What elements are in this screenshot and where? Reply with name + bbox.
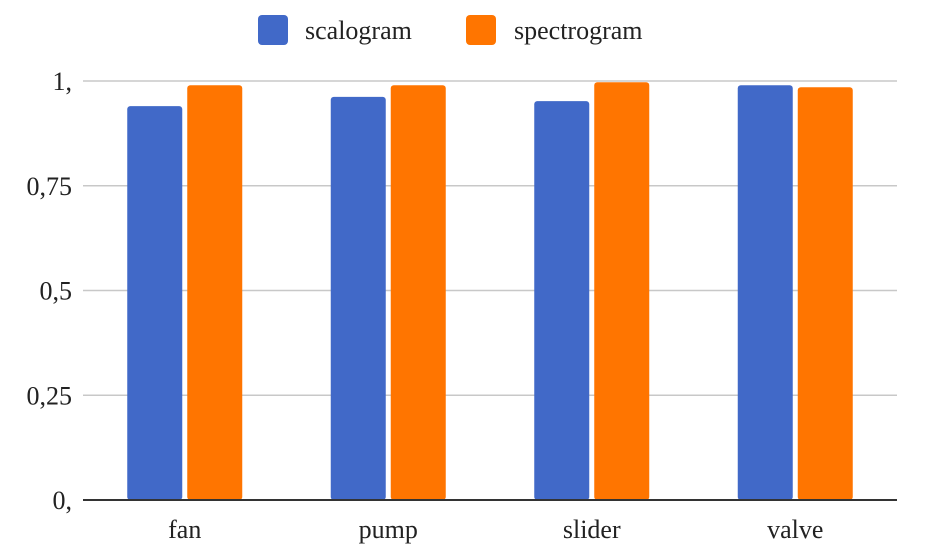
y-tick-label: 1, [53,67,73,96]
y-tick-label: 0,5 [40,277,73,306]
y-axis-tick-labels: 0, 0,25 0,5 0,75 1, [27,67,73,515]
bar-scalogram-slider [534,101,590,500]
x-axis-tick-labels: fan pump slider valve [168,515,823,544]
bar-scalogram-pump [330,96,386,500]
x-tick-label: fan [168,515,201,544]
bar-spectrogram-pump [390,85,446,500]
legend-item-scalogram: scalogram [258,15,412,45]
bars [127,82,853,500]
x-tick-label: valve [767,515,823,544]
y-tick-label: 0,75 [27,172,73,201]
bar-spectrogram-valve [797,87,853,500]
y-tick-label: 0, [53,486,73,515]
legend-swatch [258,15,288,45]
x-tick-label: slider [563,515,621,544]
legend-label: scalogram [305,16,412,45]
legend-label: spectrogram [514,16,643,45]
legend: scalogram spectrogram [258,15,643,45]
bar-spectrogram-fan [187,85,243,500]
bar-scalogram-fan [127,106,183,500]
bar-spectrogram-slider [594,82,650,500]
legend-item-spectrogram: spectrogram [466,15,643,45]
y-tick-label: 0,25 [27,381,73,410]
legend-swatch [466,15,496,45]
bar-scalogram-valve [737,85,793,500]
x-tick-label: pump [359,515,418,544]
